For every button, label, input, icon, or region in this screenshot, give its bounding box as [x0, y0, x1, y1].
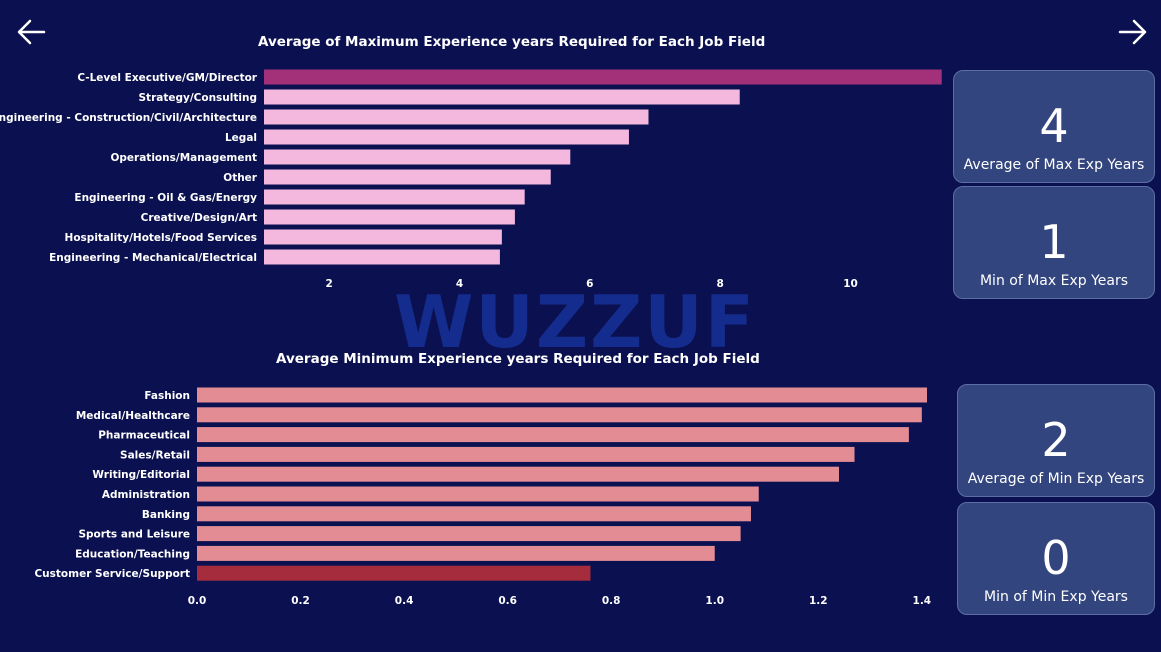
category-label: Customer Service/Support — [34, 568, 190, 580]
wuzzuf-watermark: WUZZUF — [394, 280, 756, 364]
max-exp-chart-title: Average of Maximum Experience years Requ… — [258, 34, 766, 50]
bar[interactable] — [264, 249, 500, 265]
back-arrow-icon[interactable] — [14, 14, 50, 50]
card-value: 4 — [1039, 99, 1069, 153]
forward-arrow-icon[interactable] — [1114, 14, 1150, 50]
category-label: Education/Teaching — [75, 548, 190, 560]
bar[interactable] — [197, 545, 715, 561]
bar[interactable] — [264, 169, 551, 185]
bar[interactable] — [264, 209, 515, 225]
bar[interactable] — [264, 129, 629, 145]
category-label: Sales/Retail — [120, 449, 190, 461]
card-value: 0 — [1041, 531, 1071, 585]
x-tick-label: 6 — [586, 278, 593, 290]
min-exp-chart-title: Average Minimum Experience years Require… — [276, 351, 760, 367]
x-tick-label: 1.4 — [913, 595, 932, 607]
category-label: Engineering - Oil & Gas/Energy — [74, 192, 257, 204]
bar[interactable] — [197, 446, 855, 462]
x-tick-label: 0.4 — [395, 595, 414, 607]
bar[interactable] — [264, 109, 649, 125]
card-label: Average of Max Exp Years — [963, 157, 1145, 173]
card-value: 1 — [1039, 215, 1069, 269]
bar[interactable] — [197, 407, 922, 423]
category-label: Banking — [142, 509, 190, 521]
x-tick-label: 0.0 — [188, 595, 207, 607]
category-label: Writing/Editorial — [92, 469, 190, 481]
x-tick-label: 10 — [843, 278, 858, 290]
avg-min-exp-card: 2 Average of Min Exp Years — [957, 384, 1155, 497]
bar[interactable] — [197, 387, 927, 403]
category-label: Fashion — [144, 390, 190, 402]
min-max-exp-card: 1 Min of Max Exp Years — [953, 186, 1155, 299]
x-tick-label: 4 — [456, 278, 463, 290]
category-label: Engineering - Mechanical/Electrical — [49, 252, 257, 264]
bar[interactable] — [197, 466, 839, 482]
bar[interactable] — [264, 189, 525, 205]
category-label: Engineering - Construction/Civil/Archite… — [0, 112, 257, 124]
category-label: Pharmaceutical — [98, 430, 190, 442]
bar[interactable] — [197, 565, 591, 581]
category-label: Strategy/Consulting — [138, 92, 257, 104]
category-label: Legal — [225, 132, 257, 144]
category-label: Creative/Design/Art — [141, 212, 257, 224]
card-label: Average of Min Exp Years — [967, 471, 1145, 487]
bar[interactable] — [197, 526, 741, 542]
x-tick-label: 0.2 — [291, 595, 310, 607]
avg-max-exp-card: 4 Average of Max Exp Years — [953, 70, 1155, 183]
x-tick-label: 1.0 — [705, 595, 724, 607]
category-label: Other — [223, 172, 258, 184]
card-value: 2 — [1041, 413, 1071, 467]
category-label: C-Level Executive/GM/Director — [77, 72, 257, 84]
x-tick-label: 0.8 — [602, 595, 621, 607]
category-label: Medical/Healthcare — [76, 410, 190, 422]
bar[interactable] — [197, 506, 751, 522]
x-tick-label: 8 — [717, 278, 724, 290]
x-tick-label: 1.2 — [809, 595, 828, 607]
bar[interactable] — [264, 69, 942, 85]
category-label: Sports and Leisure — [78, 529, 190, 541]
x-tick-label: 2 — [326, 278, 333, 290]
card-label: Min of Max Exp Years — [979, 273, 1129, 289]
bar[interactable] — [264, 229, 502, 245]
category-label: Hospitality/Hotels/Food Services — [65, 232, 257, 244]
bar[interactable] — [264, 149, 571, 165]
card-label: Min of Min Exp Years — [984, 589, 1128, 605]
bar[interactable] — [264, 89, 740, 105]
min-min-exp-card: 0 Min of Min Exp Years — [957, 502, 1155, 615]
category-label: Operations/Management — [110, 152, 257, 164]
bar[interactable] — [197, 486, 759, 502]
bar[interactable] — [197, 427, 909, 443]
x-tick-label: 0.6 — [498, 595, 517, 607]
category-label: Administration — [102, 489, 190, 501]
